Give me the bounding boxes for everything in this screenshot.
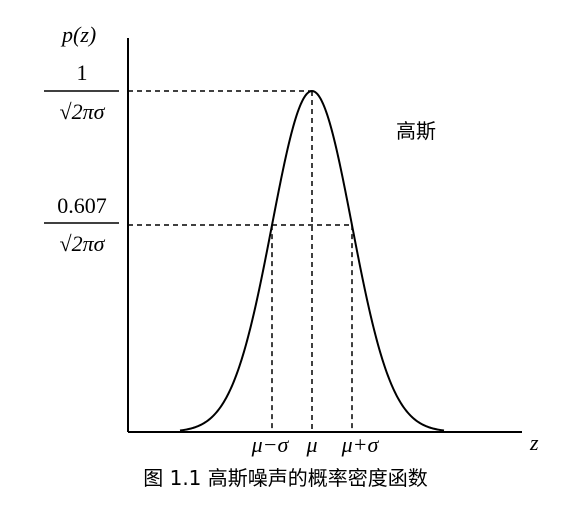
- figure-caption: 图 1.1 高斯噪声的概率密度函数: [143, 466, 428, 490]
- x-tick-mu-plus-sigma: μ+σ: [341, 432, 380, 457]
- y-tick-sigma-numerator: 0.607: [57, 193, 107, 218]
- y-tick-peak-denominator: √2πσ: [60, 99, 106, 124]
- y-tick-peak-numerator: 1: [77, 60, 88, 85]
- series-label: 高斯: [396, 119, 436, 143]
- y-axis-label: p(z): [60, 22, 96, 47]
- x-tick-mu: μ: [305, 432, 317, 457]
- y-tick-peak: 1 √2πσ: [44, 60, 119, 124]
- y-tick-sigma-denominator: √2πσ: [60, 231, 106, 256]
- y-tick-sigma: 0.607 √2πσ: [44, 193, 119, 256]
- x-tick-mu-minus-sigma: μ−σ: [251, 432, 290, 457]
- x-axis-label: z: [529, 430, 539, 455]
